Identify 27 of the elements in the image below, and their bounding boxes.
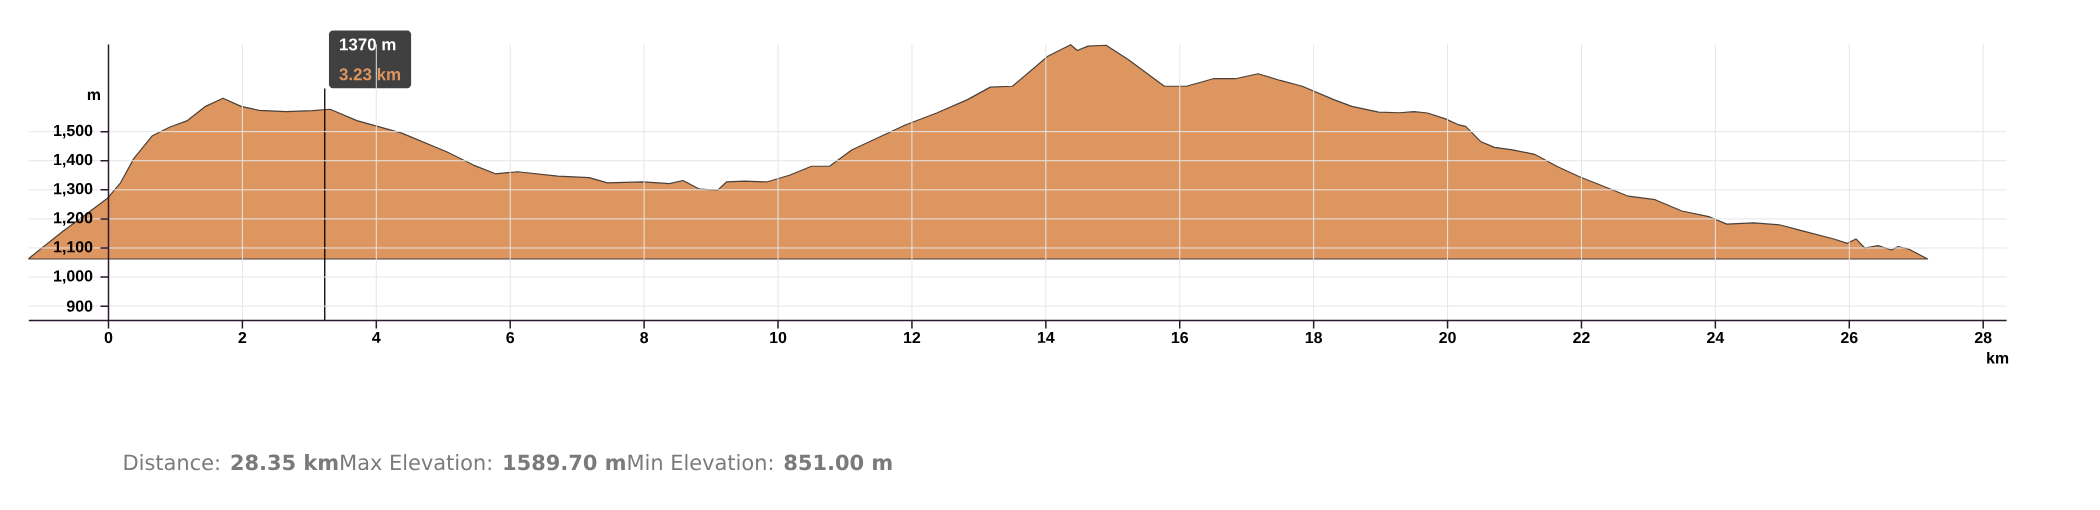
x-tick-label: 6: [506, 331, 515, 344]
x-tick-label: 20: [1439, 331, 1456, 344]
y-tick-label: 1,000: [54, 270, 93, 284]
x-tick-label: 0: [104, 331, 113, 344]
y-tick-label: 1,500: [54, 124, 93, 139]
x-tick-label: 10: [770, 331, 787, 344]
x-tick-label: 18: [1305, 331, 1323, 344]
text: Distance: 28.35 kmMax Elevation: 1589.70 mMin Elevation: 851.00 m: [124, 454, 892, 471]
x-tick-label: 2: [238, 331, 247, 344]
x-tick-label: 12: [904, 331, 921, 344]
x-tick-label: 28: [1974, 331, 1992, 344]
x-axis-title: km: [1987, 351, 2009, 364]
x-tick-label: 4: [372, 331, 381, 343]
y-tick-label: 1,100: [54, 241, 93, 255]
y-tick-label: 1,400: [54, 153, 93, 168]
x-tick-label: 14: [1037, 331, 1055, 343]
annotation: 1370 m: [340, 38, 396, 51]
y-tick-label: 1,300: [54, 183, 93, 197]
x-tick-label: 26: [1840, 331, 1858, 344]
x-tick-label: 8: [640, 331, 649, 344]
x-tick-label: 24: [1707, 331, 1725, 344]
x-tick-label: 16: [1171, 331, 1189, 344]
y-tick-label: 900: [66, 300, 93, 312]
ref-line-label: 3.23 km: [339, 67, 401, 81]
x-tick-label: 22: [1573, 331, 1590, 344]
y-tick-label: 1,200: [54, 212, 93, 226]
y-axis-title: m: [87, 91, 100, 101]
